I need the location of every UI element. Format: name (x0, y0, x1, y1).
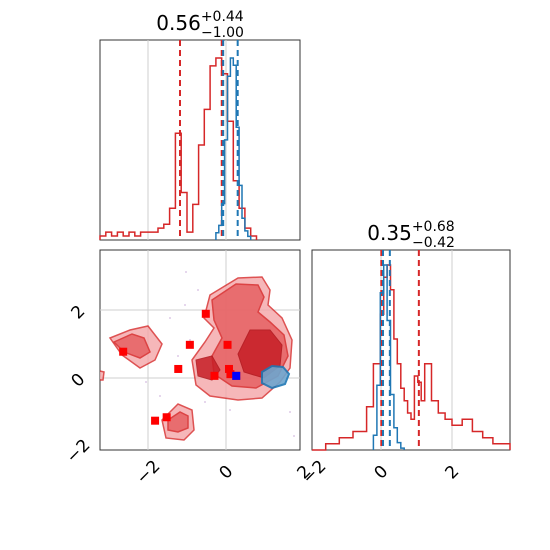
marginal-2-title-value: 0.35 (367, 221, 412, 245)
joint-x-tick-label: 0 (216, 462, 238, 484)
marginal-panel-2: 0.35+0.68 −0.42 −2 0 2 (299, 219, 511, 489)
joint-x-tick-label: −2 (133, 457, 165, 489)
marginal-2-x-tick-label: 2 (442, 462, 464, 484)
red-sample-marker (174, 364, 183, 373)
joint-panel: −2 0 2 −2 0 2 (63, 249, 315, 489)
histogram-series-1 (312, 264, 511, 451)
marginal-1-title-minus: −1.00 (201, 25, 244, 41)
red-sample-marker (226, 370, 235, 379)
marginal-2-frame (311, 249, 511, 451)
red-sample-marker (210, 371, 219, 380)
marginal-1-histograms (99, 40, 258, 240)
marginal-2-x-tick-label: −2 (299, 457, 331, 489)
blue-sample-marker (232, 371, 241, 380)
marginal-2-histograms (312, 250, 511, 451)
histogram-series-1 (99, 57, 258, 240)
joint-markers (119, 309, 241, 425)
marginal-2-title-minus: −0.42 (412, 235, 455, 251)
marginal-2-title-plus: +0.68 (412, 219, 455, 235)
histogram-series-2 (215, 57, 252, 240)
marginal-panel-1: 0.56+0.44 −1.00 (99, 9, 301, 241)
marginal-2-title: 0.35+0.68 (367, 219, 454, 245)
histogram-series-2 (372, 264, 405, 450)
joint-faint-samples (145, 271, 295, 437)
red-sample-marker (119, 347, 128, 356)
joint-frame (99, 249, 301, 451)
red-sample-marker (185, 340, 194, 349)
joint-density-contours (100, 271, 295, 441)
joint-blue-contour (261, 364, 291, 390)
red-sample-marker (223, 340, 232, 349)
marginal-1-frame (99, 39, 301, 241)
joint-y-tick-label: 2 (68, 302, 90, 324)
marginal-1-title: 0.56+0.44 (156, 9, 244, 35)
red-sample-marker (224, 364, 233, 373)
marginal-2-x-tick-label: 0 (371, 462, 393, 484)
marginal-1-title-plus: +0.44 (201, 9, 244, 25)
marginal-1-title-value: 0.56 (156, 11, 201, 35)
joint-y-tick-label: −2 (63, 436, 95, 468)
joint-y-tick-label: 0 (68, 370, 90, 392)
red-sample-marker (201, 309, 210, 318)
red-sample-marker (162, 413, 171, 422)
red-sample-marker (151, 416, 160, 425)
